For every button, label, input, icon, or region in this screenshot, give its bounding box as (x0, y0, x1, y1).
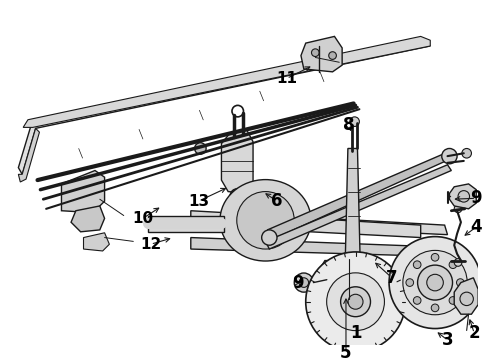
Polygon shape (191, 238, 447, 257)
Circle shape (237, 192, 294, 249)
Circle shape (262, 230, 277, 245)
Polygon shape (18, 40, 430, 174)
Circle shape (454, 205, 462, 213)
Circle shape (351, 268, 366, 284)
Text: 2: 2 (468, 324, 480, 342)
Circle shape (431, 253, 439, 261)
Text: 12: 12 (140, 237, 161, 252)
Circle shape (294, 273, 314, 292)
Circle shape (403, 251, 467, 315)
Text: 11: 11 (276, 71, 297, 86)
Circle shape (457, 279, 464, 287)
Circle shape (458, 190, 469, 202)
Circle shape (312, 49, 319, 57)
Text: 9: 9 (292, 274, 304, 292)
Circle shape (462, 148, 471, 158)
Circle shape (327, 273, 385, 330)
Polygon shape (454, 278, 478, 314)
Circle shape (454, 258, 462, 266)
Circle shape (299, 278, 309, 287)
Polygon shape (345, 148, 360, 271)
Text: 13: 13 (188, 194, 209, 209)
Text: 6: 6 (271, 192, 283, 210)
Circle shape (449, 261, 457, 269)
Polygon shape (449, 184, 476, 209)
Text: 5: 5 (340, 343, 352, 360)
Polygon shape (311, 219, 421, 238)
Text: 3: 3 (441, 331, 453, 349)
Ellipse shape (220, 180, 311, 261)
Text: 9: 9 (470, 189, 482, 207)
Circle shape (341, 287, 370, 317)
Circle shape (195, 143, 206, 154)
Polygon shape (268, 151, 452, 239)
Polygon shape (71, 206, 104, 232)
Circle shape (350, 117, 359, 126)
Polygon shape (317, 261, 371, 295)
Circle shape (406, 279, 414, 287)
Text: 1: 1 (350, 324, 361, 342)
Circle shape (329, 52, 337, 59)
Polygon shape (23, 36, 430, 127)
Circle shape (431, 304, 439, 312)
Text: 4: 4 (470, 218, 482, 236)
Polygon shape (147, 216, 224, 232)
Polygon shape (221, 129, 253, 193)
Circle shape (442, 148, 457, 164)
Polygon shape (191, 211, 447, 235)
Circle shape (414, 297, 421, 304)
Polygon shape (83, 233, 109, 251)
Circle shape (348, 294, 363, 309)
Polygon shape (301, 36, 342, 72)
Polygon shape (61, 171, 104, 213)
Circle shape (414, 261, 421, 269)
Polygon shape (18, 129, 40, 182)
Text: 7: 7 (386, 269, 398, 287)
Circle shape (460, 292, 473, 306)
Text: 8: 8 (343, 116, 355, 134)
Circle shape (427, 274, 443, 291)
Circle shape (306, 252, 405, 352)
Polygon shape (266, 165, 451, 249)
Circle shape (327, 268, 342, 284)
Circle shape (417, 265, 453, 300)
Text: 10: 10 (132, 211, 153, 226)
Circle shape (449, 297, 457, 304)
Circle shape (389, 237, 481, 329)
